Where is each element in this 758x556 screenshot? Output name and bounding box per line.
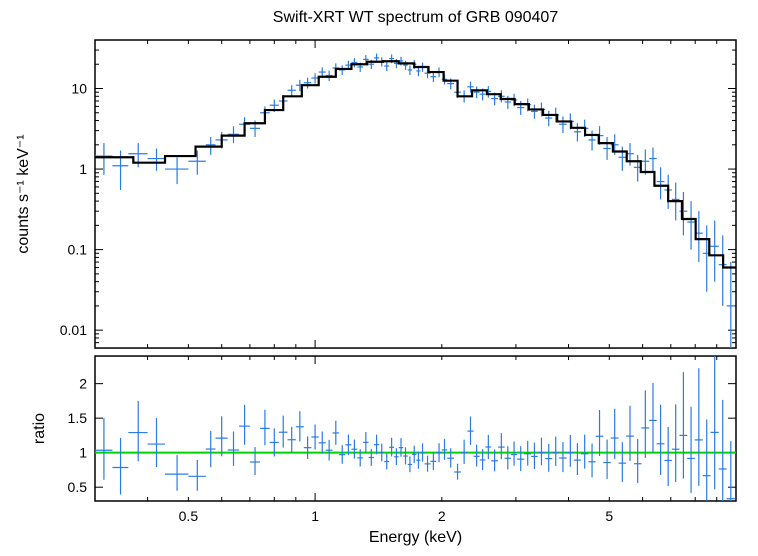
ytick-label: 0.01 <box>60 322 87 338</box>
xray-spectrum-chart: Swift-XRT WT spectrum of GRB 090407 0.01 0… <box>0 0 758 556</box>
ytick-label: 1.5 <box>68 410 88 426</box>
ytick-label: 10 <box>71 80 87 96</box>
ytick-label: 2 <box>79 376 87 392</box>
xtick-label: 0.5 <box>179 508 199 524</box>
xtick-label: 1 <box>311 508 319 524</box>
chart-container: Swift-XRT WT spectrum of GRB 090407 0.01 0… <box>0 0 758 556</box>
ytick-label: 1 <box>79 445 87 461</box>
ylabel-bottom: ratio <box>31 413 48 444</box>
xtick-label: 2 <box>438 508 446 524</box>
ytick-label: 0.1 <box>68 242 88 258</box>
chart-title: Swift-XRT WT spectrum of GRB 090407 <box>273 9 559 26</box>
ytick-label: 0.5 <box>68 479 88 495</box>
ytick-label: 1 <box>79 161 87 177</box>
xtick-label: 5 <box>605 508 613 524</box>
xlabel: Energy (keV) <box>369 529 462 546</box>
ylabel-top: counts s⁻¹ keV⁻¹ <box>15 134 32 253</box>
